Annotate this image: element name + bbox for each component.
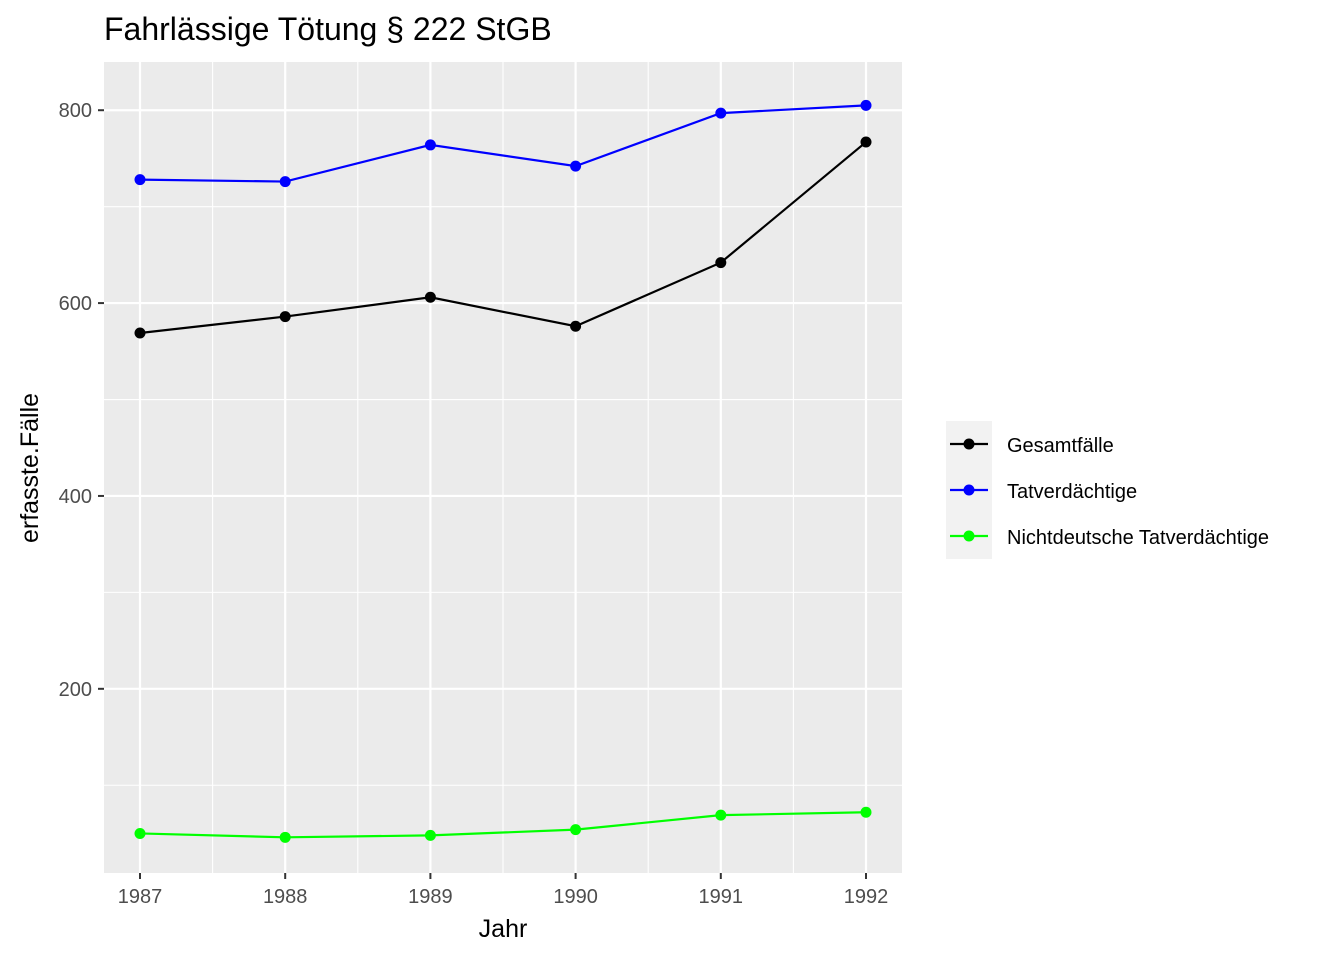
x-tick-label: 1992 [844,886,889,908]
data-point [715,809,727,821]
data-point [424,291,436,303]
x-tick-label: 1989 [408,886,453,908]
chart-title: Fahrlässige Tötung § 222 StGB [104,11,552,47]
data-point [134,827,146,839]
minor-grid [104,62,902,873]
data-point [715,257,727,269]
data-point [424,139,436,151]
x-tick-label: 1990 [553,886,598,908]
legend-key-point [963,530,975,542]
data-point [860,806,872,818]
series-line [139,141,867,335]
data-point [570,160,582,172]
y-tick-label: 200 [59,679,92,701]
x-tick-label: 1988 [263,886,308,908]
y-tick-label: 800 [59,100,92,122]
legend-label: Tatverdächtige [1007,481,1137,503]
data-point [279,311,291,323]
y-axis-title: erfasste.Fälle [16,393,44,543]
x-axis: 1987 1988 1989 1990 1991 1992 [118,873,889,908]
data-point [715,107,727,119]
x-axis-title: Jahr [479,915,528,943]
series-line [139,104,867,183]
data-point [860,99,872,111]
data-point [134,327,146,339]
legend: Gesamtfälle Tatverdächtige Nichtdeutsche T… [946,421,1269,559]
y-tick-label: 600 [59,293,92,315]
legend-label: Nichtdeutsche Tatverdächtige [1007,527,1269,549]
series-layer [134,99,872,843]
data-point [279,176,291,188]
data-point [134,174,146,186]
legend-key-point [963,438,975,450]
y-axis: 200 400 600 800 [59,100,104,701]
legend-key-point [963,484,975,496]
x-tick-label: 1987 [118,886,163,908]
x-tick-label: 1991 [699,886,744,908]
series-line [139,811,867,839]
data-point [570,320,582,332]
data-point [424,829,436,841]
data-point [570,824,582,836]
y-tick-label: 400 [59,486,92,508]
legend-label: Gesamtfälle [1007,435,1114,457]
data-point [279,831,291,843]
data-point [860,136,872,148]
